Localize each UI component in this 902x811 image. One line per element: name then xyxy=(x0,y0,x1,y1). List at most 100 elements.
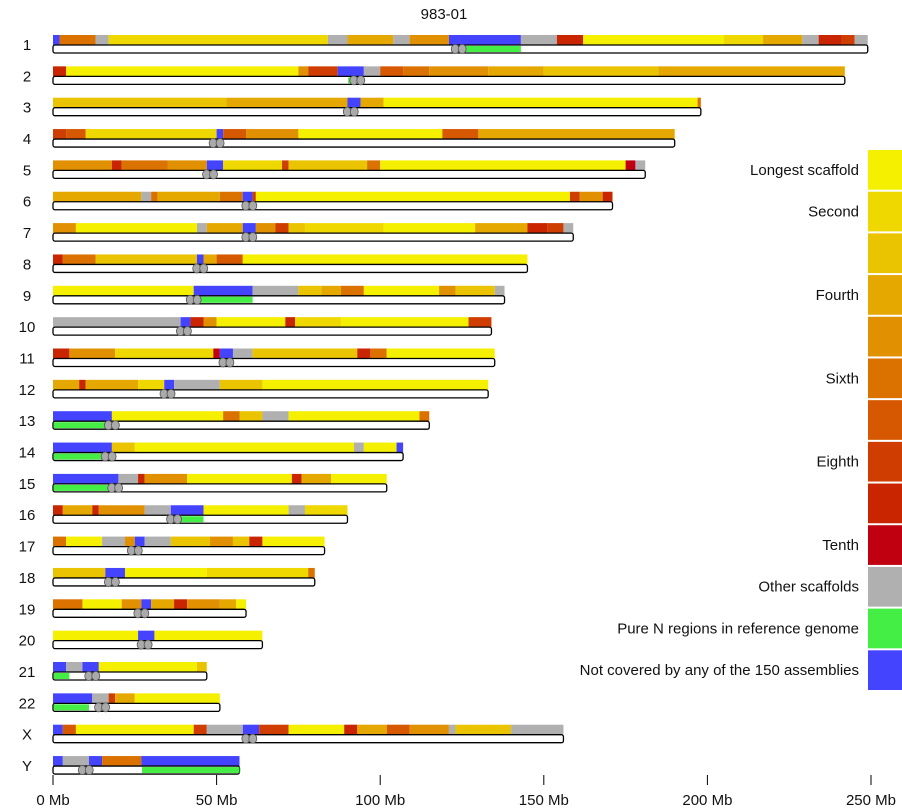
scaffold-segment xyxy=(206,567,309,578)
scaffold-segment xyxy=(170,536,211,547)
scaffold-segment xyxy=(53,160,112,171)
chromosome-label: 5 xyxy=(23,162,31,179)
scaffold-segment xyxy=(141,191,152,202)
scaffold-segment xyxy=(53,66,67,77)
legend-swatch xyxy=(868,275,902,315)
centromere xyxy=(182,326,192,337)
scaffold-segment xyxy=(583,35,724,45)
legend-swatch xyxy=(868,358,902,399)
scaffold-segment xyxy=(206,160,224,171)
scaffold-segment xyxy=(288,223,305,234)
scaffold-segment xyxy=(367,160,381,171)
legend-swatch xyxy=(868,316,902,357)
centromere xyxy=(209,169,218,180)
chromosome-outline xyxy=(52,232,574,242)
scaffold-segment xyxy=(53,348,70,359)
scaffold-segment xyxy=(841,35,855,45)
chromosome-outline xyxy=(52,75,846,85)
chromosome-label: 8 xyxy=(23,256,31,273)
scaffold-segment xyxy=(232,348,253,359)
scaffold-segment xyxy=(115,693,135,704)
legend-swatch xyxy=(868,525,902,565)
scaffold-segment xyxy=(174,379,220,390)
scaffold-segment xyxy=(121,160,168,171)
scaffold-segment xyxy=(635,160,646,171)
scaffold-segment xyxy=(164,379,175,390)
scaffold-segment xyxy=(157,191,220,202)
scaffold-segment xyxy=(53,756,63,767)
scaffold-segment xyxy=(249,536,263,547)
chromosome-label: 4 xyxy=(23,131,31,148)
scaffold-segment xyxy=(141,756,240,767)
scaffold-segment xyxy=(203,254,217,265)
scaffold-segment xyxy=(488,66,544,77)
scaffold-segment xyxy=(196,223,207,234)
scaffold-segment xyxy=(95,35,109,45)
scaffold-segment xyxy=(357,724,387,735)
scaffold-segment xyxy=(383,223,476,234)
scaffold-segment xyxy=(53,317,181,328)
scaffold-segment xyxy=(363,285,440,296)
chromosome-label: 6 xyxy=(23,194,31,211)
scaffold-segment xyxy=(625,160,636,171)
scaffold-segment xyxy=(219,599,237,610)
legend-swatch xyxy=(868,150,902,190)
scaffold-segment xyxy=(190,317,204,328)
scaffold-segment xyxy=(386,724,410,735)
scaffold-segment xyxy=(478,129,675,140)
chromosome-outline xyxy=(52,451,404,462)
centromere xyxy=(199,263,209,274)
scaffold-segment xyxy=(232,536,250,547)
scaffold-segment xyxy=(298,129,443,140)
chromosome-outline xyxy=(52,169,646,180)
scaffold-segment xyxy=(409,35,449,45)
x-tick-label: 100 Mb xyxy=(355,792,405,809)
scaffold-segment xyxy=(53,35,60,45)
scaffold-segment xyxy=(252,191,256,202)
scaffold-segment xyxy=(579,191,603,202)
scaffold-segment xyxy=(210,536,233,547)
scaffold-segment xyxy=(340,285,364,296)
scaffold-segment xyxy=(134,693,220,704)
scaffold-segment xyxy=(818,35,842,45)
chromosome-label: 15 xyxy=(19,476,36,493)
centromere xyxy=(248,232,258,243)
scaffold-segment xyxy=(337,66,364,77)
centromere xyxy=(173,514,182,525)
x-tick-label: 50 Mb xyxy=(196,792,238,809)
scaffold-segment xyxy=(62,724,76,735)
scaffold-segment xyxy=(98,662,197,672)
scaffold-segment xyxy=(170,505,204,516)
centromere xyxy=(107,451,117,462)
scaffold-segment xyxy=(62,254,96,265)
scaffold-segment xyxy=(62,505,93,516)
scaffold-segment xyxy=(53,662,67,672)
scaffold-segment xyxy=(53,379,80,390)
scaffold-segment xyxy=(223,160,283,171)
scaffold-segment xyxy=(53,223,76,234)
scaffold-segment xyxy=(344,724,358,735)
scaffold-segment xyxy=(108,35,328,45)
scaffold-segment xyxy=(354,442,364,453)
centromere xyxy=(114,482,124,493)
scaffold-segment xyxy=(242,724,260,735)
chromosome-outline xyxy=(52,263,529,274)
scaffold-segment xyxy=(723,35,764,45)
scaffold-segment xyxy=(239,411,263,422)
legend-label: Longest scaffold xyxy=(750,162,859,179)
scaffold-segment xyxy=(520,35,557,45)
chromosome-label: 19 xyxy=(19,601,36,618)
scaffold-segment xyxy=(124,567,207,578)
scaffold-segment xyxy=(223,129,247,140)
scaffold-segment xyxy=(419,411,430,422)
chromosome-label: 2 xyxy=(23,68,31,85)
chromosome-outline xyxy=(52,295,506,305)
scaffold-segment xyxy=(340,317,469,328)
scaffold-segment xyxy=(206,223,243,234)
scaffold-segment xyxy=(219,379,263,390)
scaffold-segment xyxy=(92,505,99,516)
scaffold-segment xyxy=(556,35,584,45)
legend-label: Tenth xyxy=(822,537,859,554)
scaffold-segment xyxy=(494,285,505,296)
